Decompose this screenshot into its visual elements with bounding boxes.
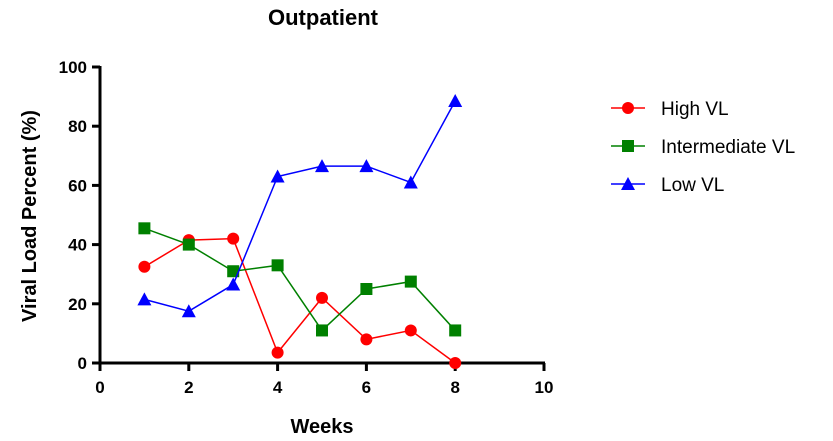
data-point-intermediate-vl xyxy=(227,265,240,278)
data-point-intermediate-vl xyxy=(138,222,151,235)
y-axis: 0 20 40 60 80 100 xyxy=(59,58,102,373)
data-point-intermediate-vl xyxy=(182,238,195,251)
series-intermediate-vl xyxy=(138,222,462,337)
y-axis-ticks: 0 20 40 60 80 100 xyxy=(59,58,100,373)
data-point-intermediate-vl xyxy=(360,283,373,295)
plot-series xyxy=(137,94,463,369)
legend-marker xyxy=(622,140,634,152)
data-point-high-vl xyxy=(316,291,328,304)
data-point-intermediate-vl xyxy=(449,324,462,337)
data-point-low-vl xyxy=(181,304,196,318)
series-high-vl xyxy=(138,232,462,369)
x-tick-label: 6 xyxy=(362,378,371,397)
y-tick-label: 0 xyxy=(78,354,87,373)
y-tick-label: 20 xyxy=(68,295,87,314)
data-point-low-vl xyxy=(137,292,152,306)
data-point-high-vl xyxy=(449,357,462,369)
legend-marker xyxy=(622,102,634,114)
x-tick-label: 8 xyxy=(450,378,459,397)
y-axis-label: Viral Load Percent (%) xyxy=(19,110,41,322)
data-point-low-vl xyxy=(270,169,285,183)
data-point-low-vl xyxy=(448,94,463,108)
legend-marker xyxy=(621,177,635,190)
data-point-high-vl xyxy=(138,260,151,273)
data-point-high-vl xyxy=(360,333,373,346)
y-tick-label: 40 xyxy=(68,236,87,255)
legend-label: High VL xyxy=(661,99,729,120)
x-axis-ticks: 0 2 4 6 8 10 xyxy=(95,363,553,397)
chart-title: Outpatient xyxy=(268,5,379,30)
series-line-high-vl xyxy=(144,237,456,364)
legend: High VL Intermediate VL Low VL xyxy=(611,99,795,196)
x-axis: 0 2 4 6 8 10 xyxy=(95,361,553,397)
legend-item-high-vl: High VL xyxy=(611,99,729,120)
data-point-high-vl xyxy=(404,324,417,337)
data-point-intermediate-vl xyxy=(271,259,284,272)
legend-label: Low VL xyxy=(661,175,724,196)
y-tick-label: 60 xyxy=(68,176,87,195)
legend-label: Intermediate VL xyxy=(661,137,795,158)
data-point-intermediate-vl xyxy=(404,275,417,288)
series-line-intermediate-vl xyxy=(144,227,456,332)
x-tick-label: 0 xyxy=(95,378,104,397)
x-tick-label: 2 xyxy=(184,378,193,397)
data-point-low-vl xyxy=(359,159,374,173)
legend-item-low-vl: Low VL xyxy=(611,175,724,196)
data-point-low-vl xyxy=(226,277,241,291)
data-point-intermediate-vl xyxy=(316,324,328,337)
data-point-high-vl xyxy=(227,232,240,245)
series-line-low-vl xyxy=(144,100,456,313)
y-tick-label: 80 xyxy=(68,117,87,136)
y-tick-label: 100 xyxy=(59,58,87,77)
data-point-low-vl xyxy=(403,175,418,189)
x-tick-label: 10 xyxy=(535,378,554,397)
data-point-high-vl xyxy=(271,346,284,359)
series-low-vl xyxy=(137,94,463,318)
x-tick-label: 4 xyxy=(273,378,283,397)
x-axis-label: Weeks xyxy=(290,416,353,438)
data-point-low-vl xyxy=(315,159,329,173)
legend-item-intermediate-vl: Intermediate VL xyxy=(611,137,795,158)
